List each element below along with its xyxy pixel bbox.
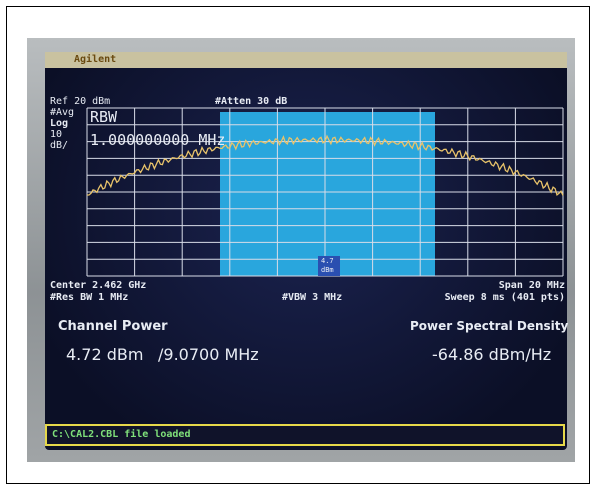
brand-bar <box>45 52 567 68</box>
sweep: Sweep 8 ms (401 pts) <box>444 292 565 303</box>
marker-box <box>318 256 340 276</box>
marker-value: 4.7 <box>321 257 334 265</box>
scale-value: 10 <box>50 129 63 140</box>
status-bar <box>45 424 565 446</box>
channel-power-value: 4.72 dBm <box>66 345 144 364</box>
channel-power-label: Channel Power <box>58 319 168 334</box>
center: Center 2.462 GHz <box>50 280 147 291</box>
channel-bandwidth: /9.0700 MHz <box>158 345 259 364</box>
ref: Ref 20 dBm <box>50 96 111 107</box>
psd-value: -64.86 dBm/Hz <box>432 345 552 364</box>
res-bw: #Res BW 1 MHz <box>50 292 129 303</box>
marker-unit: dBm <box>321 266 334 274</box>
vbw: #VBW 3 MHz <box>282 292 343 303</box>
brand: Agilent <box>74 54 117 65</box>
atten: #Atten 30 dB <box>215 96 288 107</box>
rbw-label: RBW <box>90 108 118 126</box>
avg: #Avg <box>50 107 75 118</box>
trace <box>87 134 564 197</box>
grid <box>86 107 564 277</box>
channel-band <box>220 112 435 276</box>
scale-unit: dB/ <box>50 140 69 151</box>
frame <box>6 6 590 484</box>
span: Span 20 MHz <box>498 280 565 291</box>
rbw-value: 1.000000000 MHz <box>90 131 226 149</box>
status: C:\CAL2.CBL file loaded <box>52 429 191 440</box>
psd-label: Power Spectral Density <box>410 319 569 333</box>
scale-type: Log <box>50 118 69 129</box>
